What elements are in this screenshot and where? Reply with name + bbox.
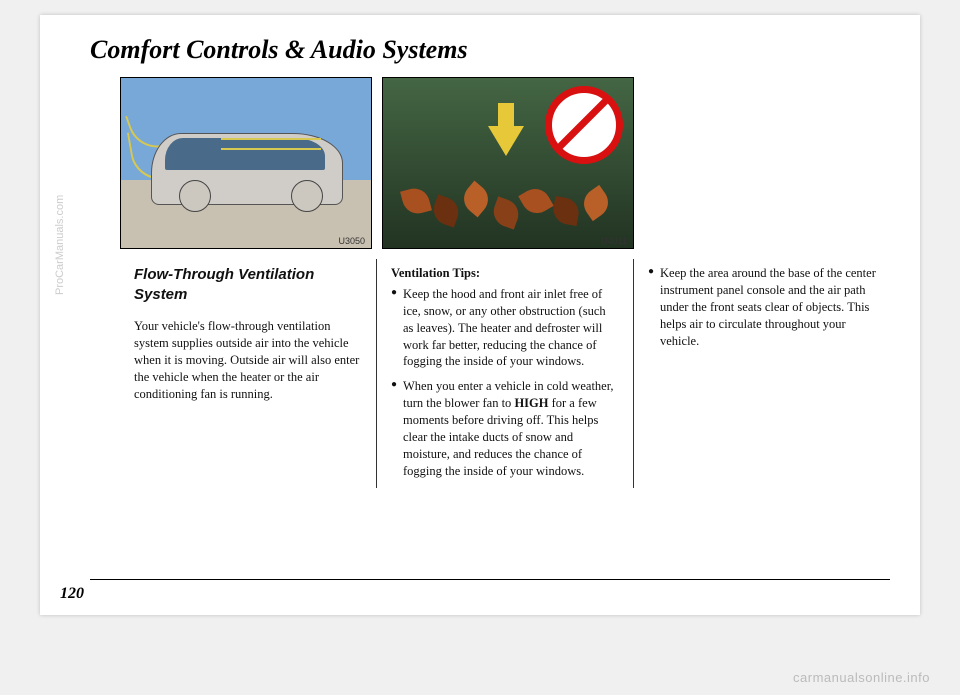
watermark-side: ProCarManuals.com <box>54 195 66 295</box>
no-symbol-icon <box>545 86 623 164</box>
watermark-bottom: carmanualsonline.info <box>793 670 930 685</box>
tip-item: Keep the area around the base of the cen… <box>648 265 876 349</box>
chapter-title: Comfort Controls & Audio Systems <box>90 35 890 65</box>
figure-label: U3050 <box>338 236 365 246</box>
figure-cowl-leaves: U4011 <box>382 77 634 249</box>
column-2: Ventilation Tips: Keep the hood and fron… <box>376 259 633 488</box>
arrow-down-icon <box>488 126 524 156</box>
column-3: Keep the area around the base of the cen… <box>633 259 890 488</box>
figure-vehicle-airflow: U3050 <box>120 77 372 249</box>
page-number: 120 <box>60 585 84 603</box>
manual-page: ProCarManuals.com Comfort Controls & Aud… <box>40 15 920 615</box>
text-columns: Flow-Through Ventilation System Your veh… <box>120 259 890 488</box>
column-1: Flow-Through Ventilation System Your veh… <box>120 259 376 488</box>
tip-item: Keep the hood and front air inlet free o… <box>391 286 619 370</box>
section-heading: Flow-Through Ventilation System <box>134 265 362 306</box>
figure-label: U4011 <box>601 236 627 246</box>
body-text: Your vehicle's flow-through ventilation … <box>134 318 362 402</box>
sub-heading: Ventilation Tips: <box>391 265 619 282</box>
tip-item: When you enter a vehicle in cold weather… <box>391 378 619 479</box>
bottom-rule <box>90 579 890 580</box>
figure-row: U3050 U4011 <box>120 77 890 249</box>
